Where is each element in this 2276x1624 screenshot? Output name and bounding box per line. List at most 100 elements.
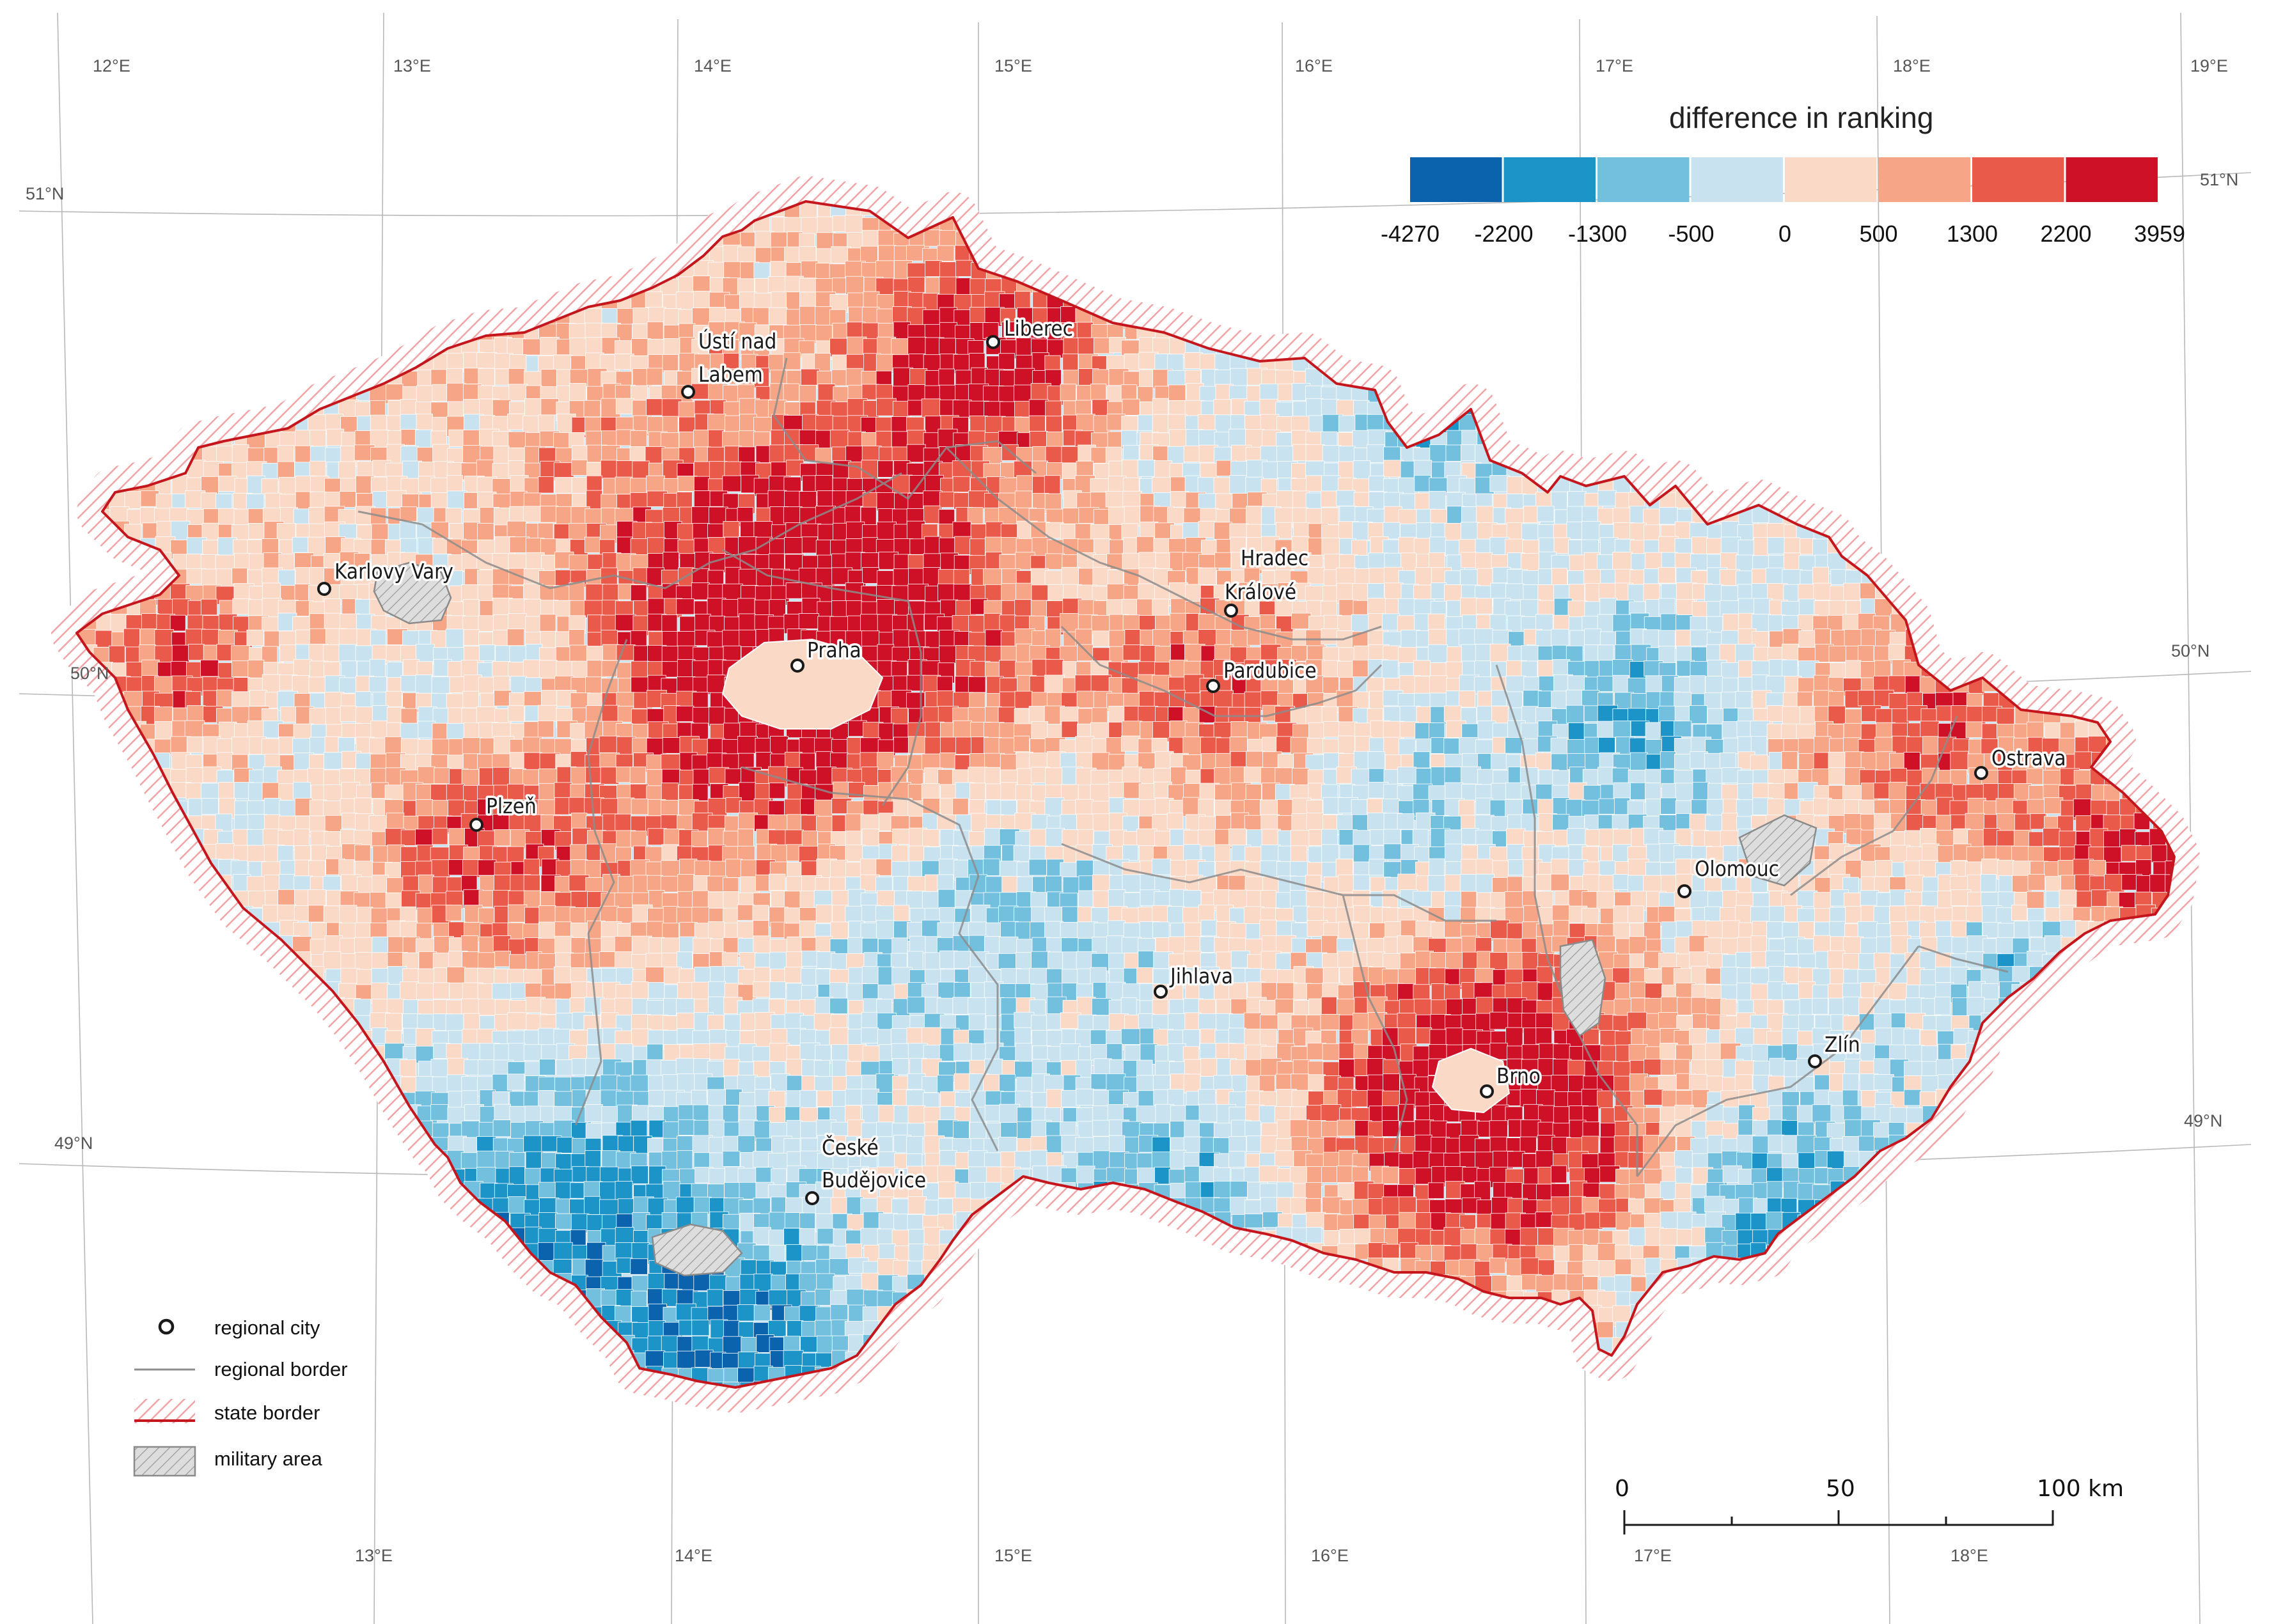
municipality-cell (1507, 321, 1525, 340)
municipality-cell (1984, 370, 2005, 387)
municipality-cell (2075, 340, 2092, 359)
municipality-cell (2180, 554, 2201, 570)
municipality-cell (2150, 247, 2172, 269)
municipality-cell (478, 201, 495, 204)
municipality-cell (663, 338, 682, 357)
municipality-cell (2059, 201, 2079, 217)
municipality-cell (2042, 506, 2062, 527)
municipality-cell (2060, 276, 2079, 293)
municipality-cell (2182, 262, 2199, 282)
municipality-cell (1599, 597, 1618, 615)
municipality-cell (2014, 246, 2031, 266)
municipality-cell (1016, 201, 1033, 205)
municipality-cell (1305, 260, 1326, 277)
municipality-cell (939, 276, 957, 296)
municipality-cell (1767, 246, 1786, 268)
municipality-cell (126, 201, 145, 205)
municipality-cell (339, 491, 356, 508)
municipality-cell (110, 230, 130, 247)
municipality-cell (1630, 247, 1648, 268)
municipality-cell (2027, 263, 2046, 285)
municipality-cell (1090, 524, 1110, 541)
municipality-cell (339, 323, 359, 341)
municipality-cell (478, 277, 497, 295)
municipality-cell (569, 216, 587, 233)
municipality-cell (1567, 415, 1587, 435)
municipality-cell (2184, 399, 2201, 418)
municipality-cell (171, 201, 192, 203)
municipality-cell (1965, 567, 1985, 585)
municipality-cell (2076, 462, 2094, 483)
municipality-cell (370, 276, 389, 294)
municipality-cell (1090, 384, 1107, 402)
municipality-cell (1935, 521, 1953, 539)
municipality-cell (1154, 245, 1172, 265)
municipality-cell (878, 245, 897, 262)
municipality-cell (81, 430, 102, 448)
municipality-cell (925, 260, 943, 277)
municipality-cell (1982, 429, 2003, 449)
municipality-cell (1752, 306, 1768, 325)
municipality-cell (2073, 446, 2091, 463)
municipality-cell (1630, 230, 1647, 249)
municipality-cell (1949, 506, 1968, 527)
municipality-cell (1244, 217, 1263, 235)
municipality-cell (2029, 506, 2048, 526)
municipality-cell (1169, 689, 1186, 707)
municipality-cell (2166, 201, 2174, 203)
municipality-cell (2104, 446, 2124, 463)
municipality-cell (95, 276, 113, 297)
municipality-cell (1689, 675, 1706, 694)
municipality-cell (172, 598, 191, 616)
municipality-cell (583, 232, 604, 251)
municipality-cell (1843, 215, 1862, 235)
municipality-cell (1688, 399, 1709, 418)
municipality-cell (2075, 324, 2094, 344)
municipality-cell (1919, 554, 1938, 571)
municipality-cell (707, 675, 726, 694)
municipality-cell (1705, 413, 1723, 431)
municipality-cell (339, 244, 359, 264)
municipality-cell (1829, 429, 1850, 448)
municipality-cell (692, 308, 712, 326)
municipality-cell (1769, 429, 1787, 451)
municipality-cell (708, 429, 725, 449)
municipality-cell (1935, 493, 1953, 511)
municipality-cell (540, 201, 559, 205)
municipality-cell (1720, 536, 1741, 556)
municipality-cell (554, 477, 572, 494)
municipality-cell (216, 245, 235, 262)
municipality-cell (1906, 260, 1927, 279)
municipality-cell (1460, 324, 1477, 341)
municipality-cell (1276, 309, 1292, 327)
municipality-cell (2013, 278, 2032, 295)
municipality-cell (1137, 414, 1154, 431)
municipality-cell (2059, 598, 2080, 616)
municipality-cell (216, 339, 234, 356)
municipality-cell (1738, 353, 1754, 374)
municipality-cell (539, 231, 557, 248)
municipality-cell (1336, 338, 1356, 355)
municipality-cell (432, 262, 450, 278)
municipality-cell (1722, 461, 1738, 480)
municipality-cell (1614, 340, 1636, 360)
municipality-cell (2137, 507, 2156, 524)
municipality-cell (1597, 432, 1616, 449)
municipality-cell (798, 613, 819, 629)
municipality-cell (830, 402, 849, 419)
municipality-cell (1320, 600, 1337, 618)
municipality-cell (571, 476, 588, 494)
municipality-cell (2011, 536, 2029, 552)
municipality-cell (216, 262, 235, 279)
municipality-cell (1965, 430, 1985, 449)
municipality-cell (2030, 600, 2049, 619)
municipality-cell (1014, 384, 1032, 402)
municipality-cell (1890, 367, 1909, 386)
municipality-cell (539, 201, 559, 215)
municipality-cell (140, 369, 162, 387)
municipality-cell (1798, 308, 1816, 326)
municipality-cell (693, 461, 710, 478)
municipality-cell (2103, 383, 2123, 404)
municipality-cell (1599, 292, 1621, 310)
municipality-cell (1645, 722, 1663, 740)
